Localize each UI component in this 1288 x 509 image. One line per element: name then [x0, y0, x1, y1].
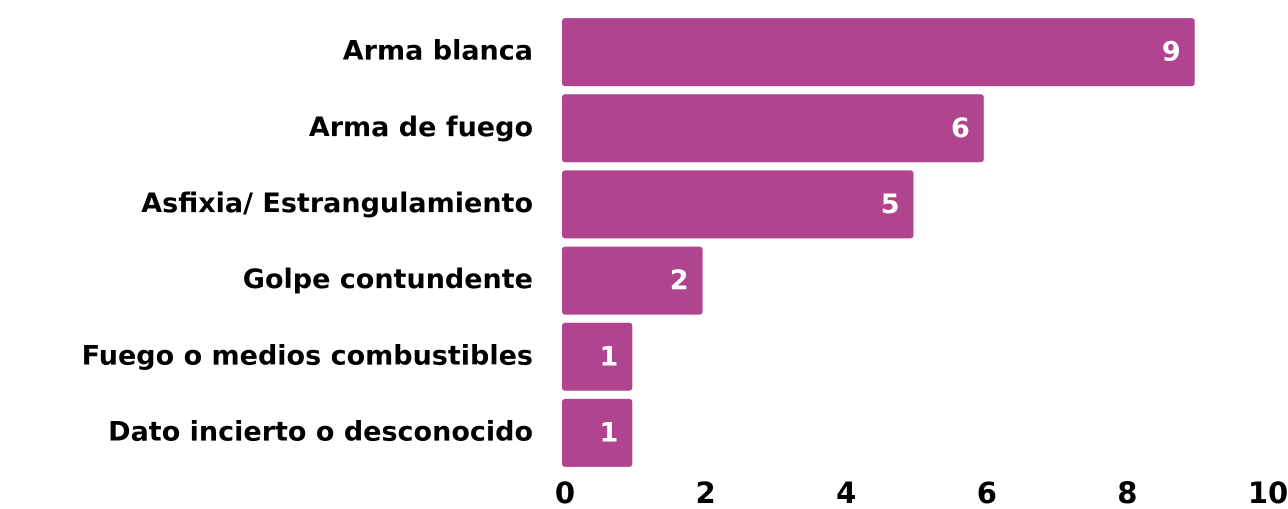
x-tick-label: 10 — [1248, 476, 1288, 509]
y-tick-label: Asfixia/ Estrangulamiento — [141, 188, 533, 219]
value-label: 1 — [600, 417, 619, 448]
bar — [562, 94, 984, 163]
bar — [562, 322, 633, 391]
x-tick-label: 0 — [555, 476, 575, 509]
bar — [562, 18, 1195, 87]
y-tick-label: Golpe contundente — [243, 264, 533, 295]
value-label: 1 — [600, 341, 619, 372]
y-tick-label: Arma de fuego — [309, 112, 533, 143]
value-label: 6 — [951, 113, 970, 144]
bar — [562, 170, 914, 239]
x-tick-label: 8 — [1117, 476, 1137, 509]
bar — [562, 246, 703, 315]
value-label: 2 — [670, 265, 689, 296]
x-tick-label: 4 — [836, 476, 856, 509]
y-tick-label: Fuego o medios combustibles — [82, 340, 533, 371]
y-tick-label: Arma blanca — [343, 36, 533, 67]
value-label: 9 — [1162, 37, 1181, 68]
y-tick-label: Dato incierto o desconocido — [108, 416, 533, 447]
x-tick-label: 6 — [977, 476, 997, 509]
x-tick-label: 2 — [696, 476, 716, 509]
value-label: 5 — [881, 189, 900, 220]
bar — [562, 398, 633, 467]
